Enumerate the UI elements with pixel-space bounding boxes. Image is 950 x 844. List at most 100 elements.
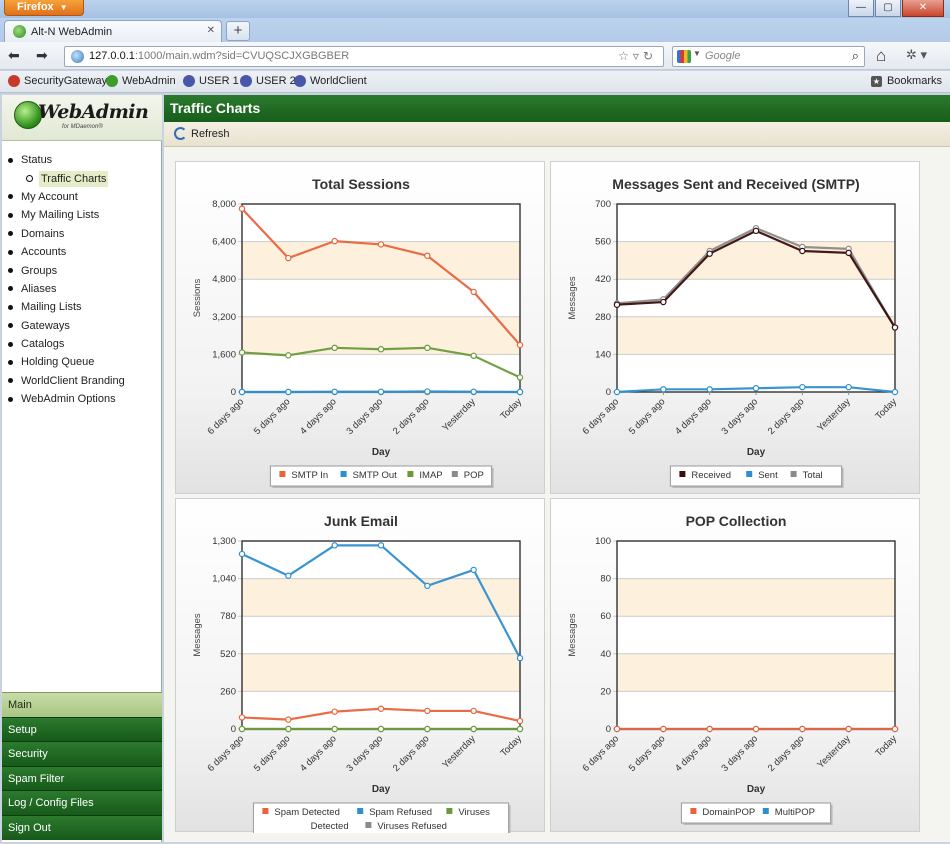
addon-menu-icon[interactable]: ✲ ▾: [906, 47, 928, 62]
section-nav-sign-out[interactable]: Sign Out: [2, 814, 162, 840]
chart-title: POP Collection: [686, 513, 787, 529]
browser-tab[interactable]: Alt-N WebAdmin ✕: [4, 20, 222, 42]
nav-item-webadmin-options[interactable]: WebAdmin Options: [8, 390, 158, 408]
data-point-spam-detected: [238, 714, 246, 721]
legend-swatch: [407, 471, 414, 477]
legend-swatch: [446, 808, 453, 814]
section-nav-setup[interactable]: Setup: [2, 716, 162, 742]
window-controls: — ▢ ✕: [848, 0, 944, 17]
url-path: :1000/main.wdm?sid=CVUQSCJXGBGBER: [134, 50, 350, 62]
data-point-viruses-detected: [424, 725, 431, 733]
nav-item-groups[interactable]: Groups: [8, 261, 158, 279]
close-tab-icon[interactable]: ✕: [206, 25, 215, 36]
data-point-domainpop: [891, 725, 899, 733]
nav-item-label: My Account: [21, 190, 78, 203]
section-nav-main[interactable]: Main: [2, 692, 162, 717]
legend-swatch: [679, 471, 686, 477]
data-point-smtp-out: [377, 388, 385, 395]
section-nav-spam-filter[interactable]: Spam Filter: [2, 765, 162, 791]
data-point-spam-detected: [424, 707, 431, 715]
refresh-button[interactable]: Refresh: [174, 127, 230, 140]
bookmark-securitygateway[interactable]: SecurityGateway: [8, 75, 107, 87]
nav-item-label: Mailing Lists: [21, 301, 82, 314]
nav-item-my-account[interactable]: My Account: [8, 188, 158, 206]
x-tick-label: 5 days ago: [627, 396, 668, 437]
securitygateway-icon: [8, 75, 20, 87]
home-icon[interactable]: ⌂: [876, 46, 887, 65]
bookmark-label: SecurityGateway: [24, 75, 108, 87]
plot-band: [617, 578, 895, 617]
x-tick-label: 2 days ago: [766, 396, 807, 437]
y-tick-label: 80: [600, 574, 611, 585]
nav-item-aliases[interactable]: Aliases: [8, 280, 158, 298]
new-tab-button[interactable]: +: [226, 21, 250, 41]
data-point-sent: [891, 388, 899, 396]
legend-label: MultiPOP: [775, 807, 815, 818]
data-point-received: [752, 227, 760, 235]
nav-item-gateways[interactable]: Gateways: [8, 317, 158, 335]
data-point-received: [660, 298, 667, 306]
page-toolbar: Refresh: [164, 122, 950, 147]
bookmark-user1[interactable]: USER 1: [183, 75, 239, 87]
bookmark-star-icon[interactable]: ☆▿↻: [618, 49, 657, 63]
logo-globe-icon: [14, 101, 42, 129]
nav-item-label: WorldClient Branding: [21, 374, 125, 387]
bookmark-label: USER 1: [199, 75, 239, 87]
search-box[interactable]: ▼ Google ⌕: [672, 46, 865, 67]
bookmark-webadmin[interactable]: WebAdmin: [106, 75, 176, 87]
nav-item-traffic-charts[interactable]: Traffic Charts: [8, 169, 158, 187]
nav-item-status[interactable]: Status: [8, 151, 158, 169]
y-tick-label: 0: [606, 387, 611, 398]
section-nav-security[interactable]: Security: [2, 741, 162, 766]
y-tick-label: 40: [600, 649, 611, 660]
search-engine-dropdown-icon[interactable]: ▼: [693, 49, 701, 58]
legend-swatch: [790, 471, 797, 477]
x-tick-label: 4 days ago: [298, 733, 339, 774]
url-bar[interactable]: 127.0.0.1:1000/main.wdm?sid=CVUQSCJXGBGB…: [64, 46, 664, 67]
legend-label: SMTP In: [291, 470, 328, 481]
x-tick-label: 5 days ago: [627, 733, 668, 774]
data-point-smtp-in: [424, 252, 431, 259]
legend-label: POP: [464, 470, 484, 481]
data-point-smtp-in: [377, 241, 385, 248]
close-window-icon[interactable]: ✕: [902, 0, 944, 17]
x-tick-label: Today: [873, 396, 899, 422]
nav-item-domains[interactable]: Domains: [8, 225, 158, 243]
back-arrow-icon[interactable]: ⬅: [8, 47, 20, 63]
legend-swatch: [279, 471, 286, 477]
minimize-icon[interactable]: —: [848, 0, 874, 17]
nav-item-catalogs[interactable]: Catalogs: [8, 335, 158, 353]
bookmark-user2[interactable]: USER 2: [240, 75, 296, 87]
bookmarks-star-icon: ★: [870, 75, 882, 87]
bookmarks-menu-button[interactable]: ★ Bookmarks: [870, 75, 942, 87]
nav-item-label: Catalogs: [21, 338, 65, 351]
legend-box: [269, 465, 493, 487]
maximize-icon[interactable]: ▢: [875, 0, 901, 17]
y-tick-label: 1,300: [212, 536, 236, 547]
nav-item-label: My Mailing Lists: [21, 209, 100, 222]
nav-item-holding-queue[interactable]: Holding Queue: [8, 353, 158, 371]
bullet-icon: [8, 323, 13, 329]
worldclient-icon: [240, 75, 252, 87]
nav-item-accounts[interactable]: Accounts: [8, 243, 158, 261]
x-tick-label: Yesterday: [815, 733, 853, 771]
nav-item-my-mailing-lists[interactable]: My Mailing Lists: [8, 206, 158, 224]
bookmark-label: USER 2: [256, 75, 296, 87]
nav-item-label: WebAdmin Options: [21, 393, 116, 406]
nav-item-mailing-lists[interactable]: Mailing Lists: [8, 298, 158, 316]
data-point-spam-refused: [238, 550, 246, 558]
forward-arrow-icon[interactable]: ➡: [36, 47, 48, 63]
bookmark-worldclient[interactable]: WorldClient: [294, 75, 367, 87]
legend-swatch: [451, 471, 458, 477]
firefox-menu-button[interactable]: Firefox ▼: [4, 0, 84, 16]
x-axis-label: Day: [747, 447, 766, 458]
nav-item-worldclient-branding[interactable]: WorldClient Branding: [8, 372, 158, 390]
data-point-smtp-in: [516, 341, 524, 349]
plot-area: [242, 541, 520, 729]
data-point-spam-refused: [285, 572, 292, 579]
chart-panel-messages-smtp: Messages Sent and Received (SMTP) 0 140 280…: [550, 161, 920, 494]
section-nav-log-config-files[interactable]: Log / Config Files: [2, 790, 162, 815]
search-icon[interactable]: ⌕: [851, 48, 859, 63]
nav-item-label: Holding Queue: [21, 356, 95, 369]
data-point-domainpop: [706, 725, 713, 733]
